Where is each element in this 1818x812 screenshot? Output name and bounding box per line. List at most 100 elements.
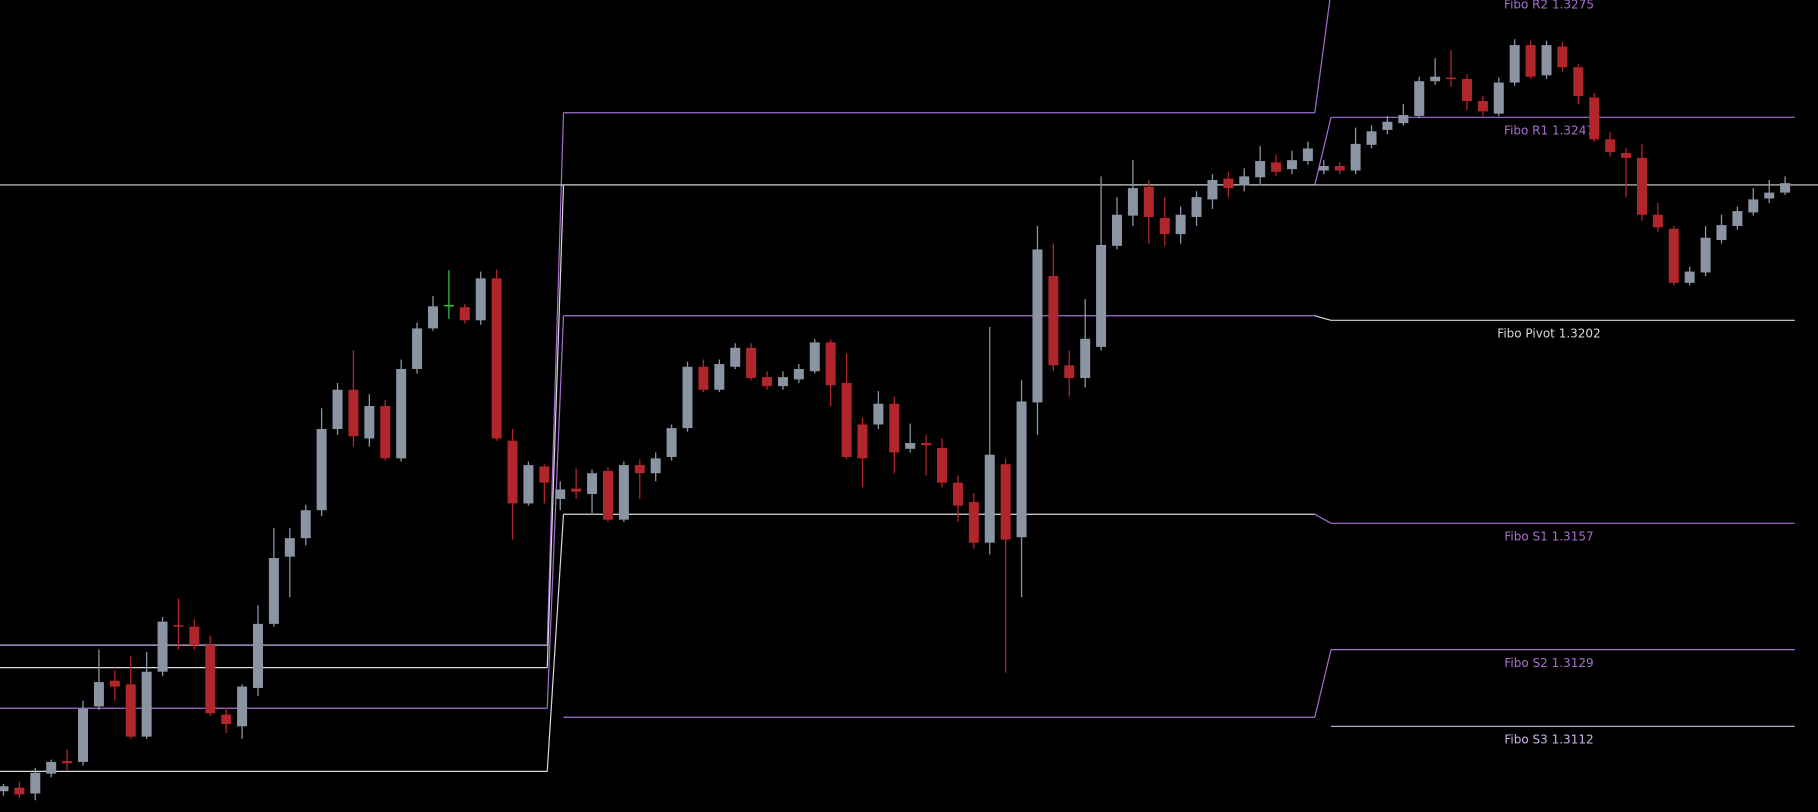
candle-body <box>1207 179 1218 200</box>
candle-body <box>1143 186 1154 217</box>
candle-body <box>189 626 200 646</box>
candle-body <box>746 347 757 379</box>
candle-body <box>1000 464 1011 540</box>
pivot-label: Fibo R1 1.3247 <box>1504 124 1594 138</box>
candle-body <box>1032 249 1043 403</box>
candle-body <box>984 454 995 543</box>
candle-body <box>1430 76 1441 82</box>
candle-body <box>1286 160 1297 170</box>
candle-body <box>284 538 295 557</box>
candle-body <box>459 307 470 321</box>
candle-body <box>1525 45 1536 77</box>
candle-body <box>777 377 788 387</box>
candle-body <box>491 278 502 439</box>
candle-body <box>1334 166 1345 171</box>
pivot-connector <box>1314 513 1332 524</box>
candle-body <box>714 364 725 390</box>
candle-body <box>268 558 279 624</box>
candle-body <box>1048 276 1059 366</box>
pivot-label: Fibo Pivot 1.3202 <box>1497 327 1600 341</box>
candle-body <box>1271 162 1282 172</box>
candle-body <box>634 465 645 474</box>
candle-body <box>1716 225 1727 240</box>
pivot-label: Fibo S2 1.3129 <box>1504 656 1593 670</box>
candle-body <box>1732 211 1743 227</box>
candle-body <box>380 406 391 459</box>
candle-body <box>1366 131 1377 145</box>
candle-body <box>237 686 248 727</box>
candle-body <box>602 470 613 520</box>
candle-body <box>46 761 57 774</box>
candle-body <box>793 369 804 380</box>
candle-body <box>252 623 263 688</box>
candle-body <box>1127 188 1138 216</box>
candle-body <box>157 621 168 672</box>
pivot-connector <box>1314 0 1331 113</box>
candle-body <box>730 347 741 367</box>
candle-body <box>316 429 327 511</box>
candle-body <box>1573 67 1584 97</box>
candle-body <box>1064 365 1075 379</box>
candle-body <box>618 465 629 520</box>
candle-body <box>952 482 963 506</box>
candle-body <box>1652 214 1663 228</box>
candle-body <box>1414 81 1425 116</box>
candle-body <box>873 403 884 425</box>
candle-body <box>1159 217 1170 235</box>
pivot-label: Fibo R2 1.3275 <box>1504 0 1594 11</box>
candle-body <box>555 489 566 499</box>
candle-body <box>14 787 25 795</box>
candle-body <box>587 473 598 494</box>
pivot-connector <box>1314 315 1332 321</box>
candle-body <box>1350 143 1361 171</box>
pivot-connector <box>546 112 565 646</box>
candle-body <box>1191 197 1202 217</box>
candle-body <box>825 342 836 386</box>
candle-body <box>1016 401 1027 538</box>
candle-body <box>348 389 359 437</box>
candle-body <box>62 761 73 764</box>
candle-body <box>173 625 184 627</box>
candle-body <box>1096 244 1107 347</box>
candle-body <box>698 366 709 390</box>
candle-body <box>78 708 89 762</box>
candle-body <box>1493 82 1504 114</box>
candle-body <box>1557 46 1568 68</box>
candle-body <box>30 772 41 794</box>
candle-body <box>968 502 979 543</box>
candle-body <box>1668 228 1679 283</box>
candle-body <box>889 403 900 453</box>
candle-body <box>412 328 423 370</box>
candle-body <box>332 389 343 430</box>
candle-body <box>905 442 916 449</box>
candle-body <box>1748 199 1759 213</box>
candle-body <box>1446 77 1457 80</box>
candle-body <box>921 442 932 446</box>
candle-body <box>523 465 534 504</box>
candle-body <box>205 645 216 714</box>
candle-body <box>507 440 518 504</box>
pivot-label: Fibo S1 1.3157 <box>1504 530 1593 544</box>
candle-body <box>1764 192 1775 199</box>
candle-body <box>1541 45 1552 76</box>
pivot-label: Fibo S3 1.3112 <box>1504 733 1593 747</box>
candle-body <box>1080 338 1091 379</box>
candle-body <box>666 428 677 457</box>
candle-body <box>364 406 375 439</box>
candle-body <box>1302 148 1313 162</box>
candle-body <box>1239 176 1250 186</box>
candle-body <box>1605 139 1616 153</box>
candle-body <box>396 369 407 459</box>
candle-body <box>809 342 820 372</box>
candle-body <box>1477 101 1488 112</box>
candle-body <box>125 684 136 737</box>
pivot-connector <box>546 315 565 709</box>
candle-body <box>427 306 438 329</box>
candle-body <box>443 304 454 307</box>
candle-body <box>1398 115 1409 124</box>
candle-body <box>1589 97 1600 140</box>
candle-body <box>650 458 661 474</box>
candle-body <box>841 382 852 457</box>
candle-body <box>1112 214 1123 246</box>
